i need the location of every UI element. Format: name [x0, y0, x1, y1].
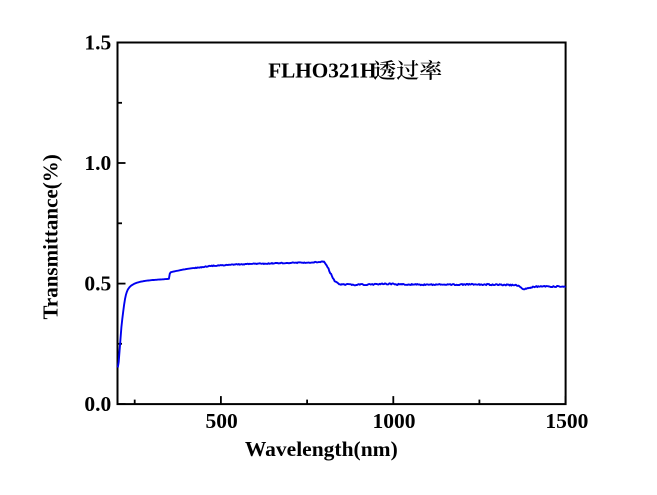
- svg-text:Wavelength(nm): Wavelength(nm): [245, 437, 398, 461]
- svg-text:1500: 1500: [545, 409, 588, 433]
- svg-text:1.0: 1.0: [84, 151, 111, 175]
- svg-text:Transmittance(%): Transmittance(%): [38, 154, 62, 319]
- svg-text:1.5: 1.5: [84, 31, 111, 55]
- svg-text:500: 500: [205, 409, 237, 433]
- svg-text:0.5: 0.5: [84, 272, 111, 296]
- svg-text:0.0: 0.0: [84, 392, 111, 416]
- svg-text:1000: 1000: [373, 409, 416, 433]
- svg-text:FLHO321H: FLHO321H: [268, 59, 377, 83]
